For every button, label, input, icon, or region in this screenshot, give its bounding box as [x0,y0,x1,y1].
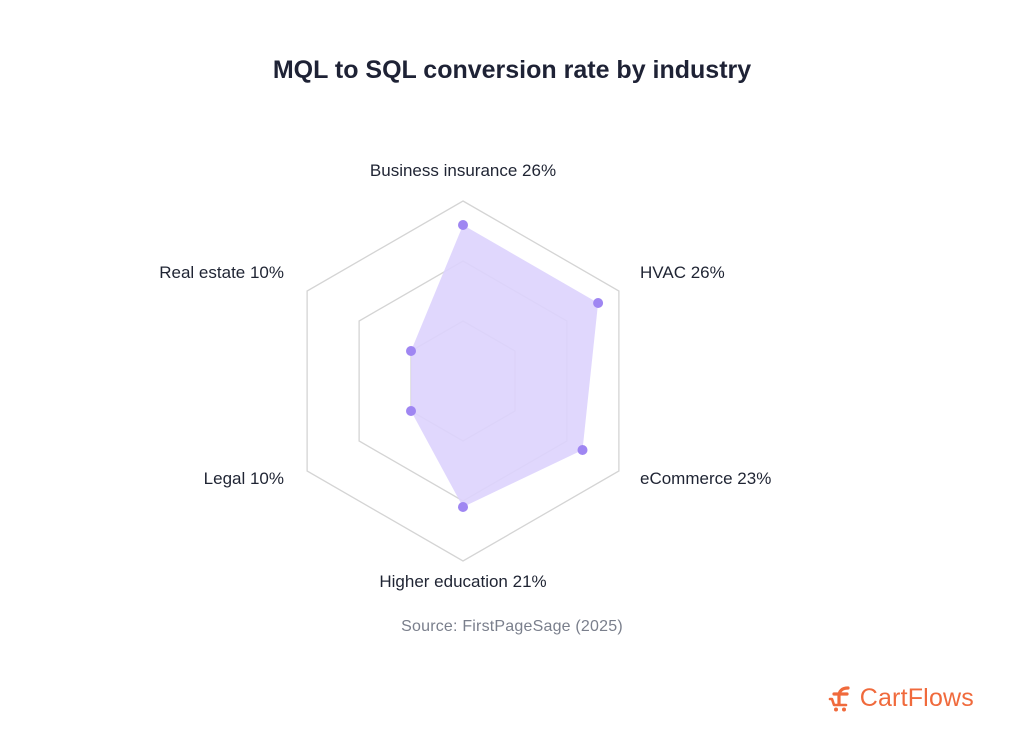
data-points [406,220,604,512]
data-point-real-estate [406,346,416,356]
axis-label-ecommerce: eCommerce 23% [640,469,771,488]
data-area [411,225,599,507]
data-point-hvac [593,298,604,308]
chart-title: MQL to SQL conversion rate by industry [272,56,752,84]
axis-label-higher-education: Higher education 21% [379,572,546,591]
brand-name: CartFlows [859,684,974,712]
data-point-legal [406,406,416,416]
axis-label-business-insurance: Business insurance 26% [370,161,556,180]
axis-label-real-estate: Real estate 10% [159,263,284,282]
data-point-higher-education [458,502,468,512]
grid-ring-3 [306,200,620,562]
data-point-business-insurance [458,220,468,230]
axis-labels: Business insurance 26% HVAC 26% eCommerc… [159,161,771,591]
brand-logo: CartFlows [828,684,974,713]
axis-label-hvac: HVAC 26% [640,263,725,282]
axis-label-legal: Legal 10% [204,469,284,488]
source-note: Source: FirstPageSage (2025) [401,618,623,635]
cartflows-logo-icon [828,685,850,711]
data-point-ecommerce [577,445,588,455]
